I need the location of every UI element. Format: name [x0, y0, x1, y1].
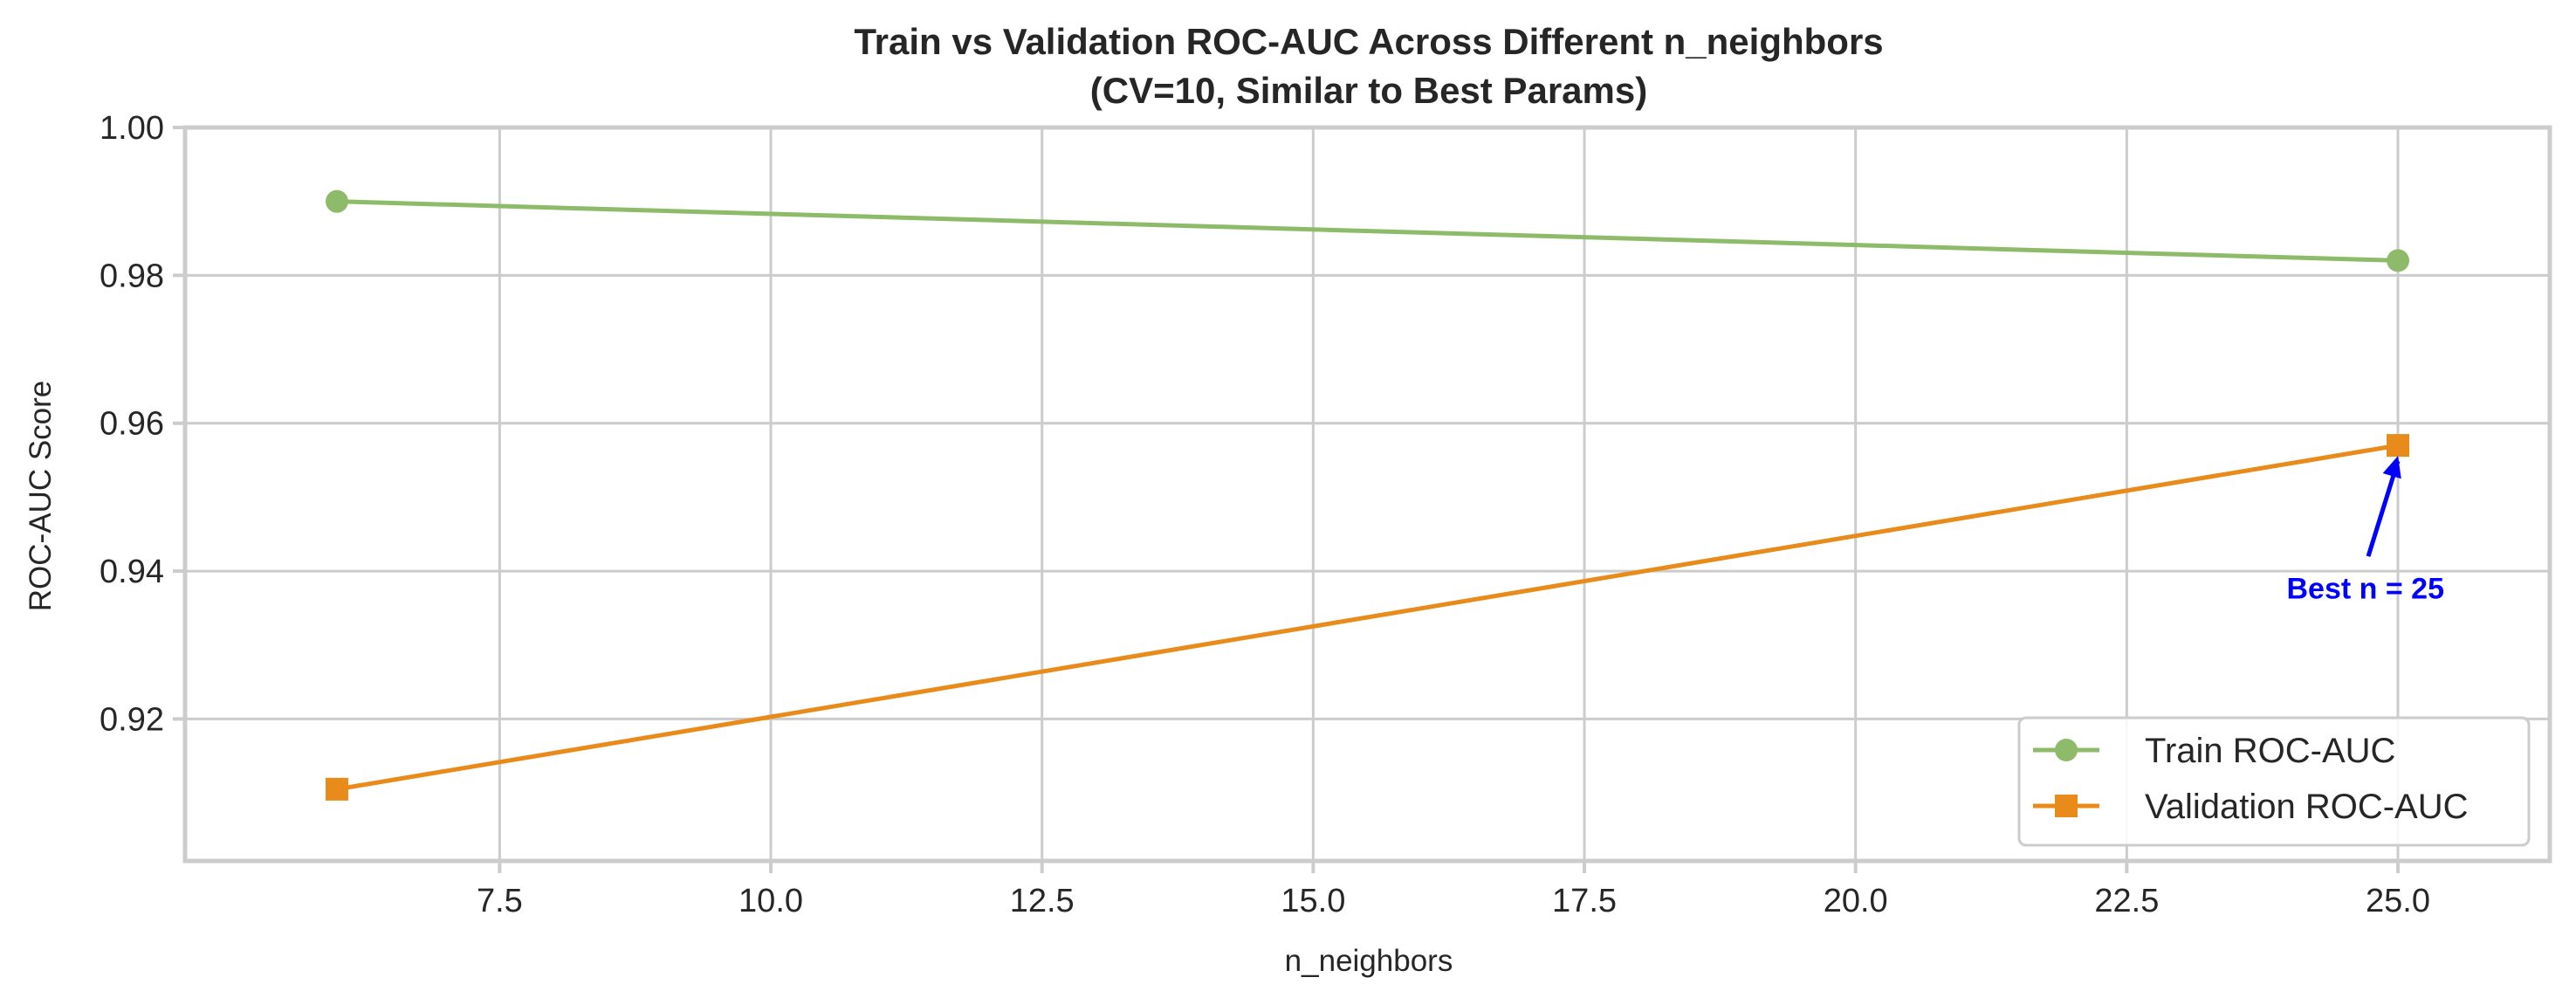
- x-tick-label: 10.0: [738, 883, 803, 919]
- x-axis-label: n_neighbors: [1285, 944, 1453, 978]
- series-layer: [325, 189, 2410, 801]
- x-tick-label: 20.0: [1824, 883, 1888, 919]
- legend-marker: [2055, 795, 2078, 817]
- x-tick-label: 22.5: [2094, 883, 2159, 919]
- y-tick-label: 1.00: [100, 110, 164, 147]
- annotation-arrow: [2366, 460, 2401, 557]
- y-tick-label: 0.96: [100, 406, 164, 443]
- x-tick-label: 15.0: [1281, 883, 1345, 919]
- legend: Train ROC-AUC Validation ROC-AUC: [2017, 716, 2531, 847]
- annotation-layer: Best n = 25: [2287, 456, 2444, 606]
- plot-frame: [182, 125, 2552, 864]
- tick-layer: 7.5 10.0 12.5 15.0 17.5 20.0 22.5 25.0 0.92 0.94 0…: [100, 110, 2430, 919]
- legend-marker: [2055, 739, 2078, 761]
- y-tick-label: 0.98: [100, 258, 164, 294]
- x-tick-label: 12.5: [1010, 883, 1075, 919]
- y-axis-label: ROC-AUC Score: [24, 381, 58, 611]
- chart-title: Train vs Validation ROC-AUC Across Diffe…: [854, 21, 1883, 62]
- chart-subtitle: (CV=10, Similar to Best Params): [1090, 70, 1647, 111]
- legend-box: [2017, 716, 2531, 847]
- validation-roc-auc-point: [325, 777, 348, 801]
- legend-label: Validation ROC-AUC: [2145, 788, 2469, 826]
- annotation-text: Best n = 25: [2287, 573, 2444, 606]
- validation-roc-auc-point: [2387, 434, 2410, 458]
- train-roc-auc-point: [325, 189, 348, 213]
- y-tick-label: 0.92: [100, 701, 164, 738]
- annotation-arrowhead: [2382, 456, 2401, 479]
- x-tick-label: 17.5: [1552, 883, 1617, 919]
- x-tick-label: 25.0: [2366, 883, 2430, 919]
- train-roc-auc-point: [2387, 249, 2410, 272]
- validation-roc-auc-line: [336, 443, 2399, 792]
- legend-label: Train ROC-AUC: [2145, 732, 2395, 770]
- y-tick-label: 0.94: [100, 554, 164, 590]
- x-tick-label: 7.5: [477, 883, 523, 919]
- train-roc-auc-line: [336, 199, 2399, 263]
